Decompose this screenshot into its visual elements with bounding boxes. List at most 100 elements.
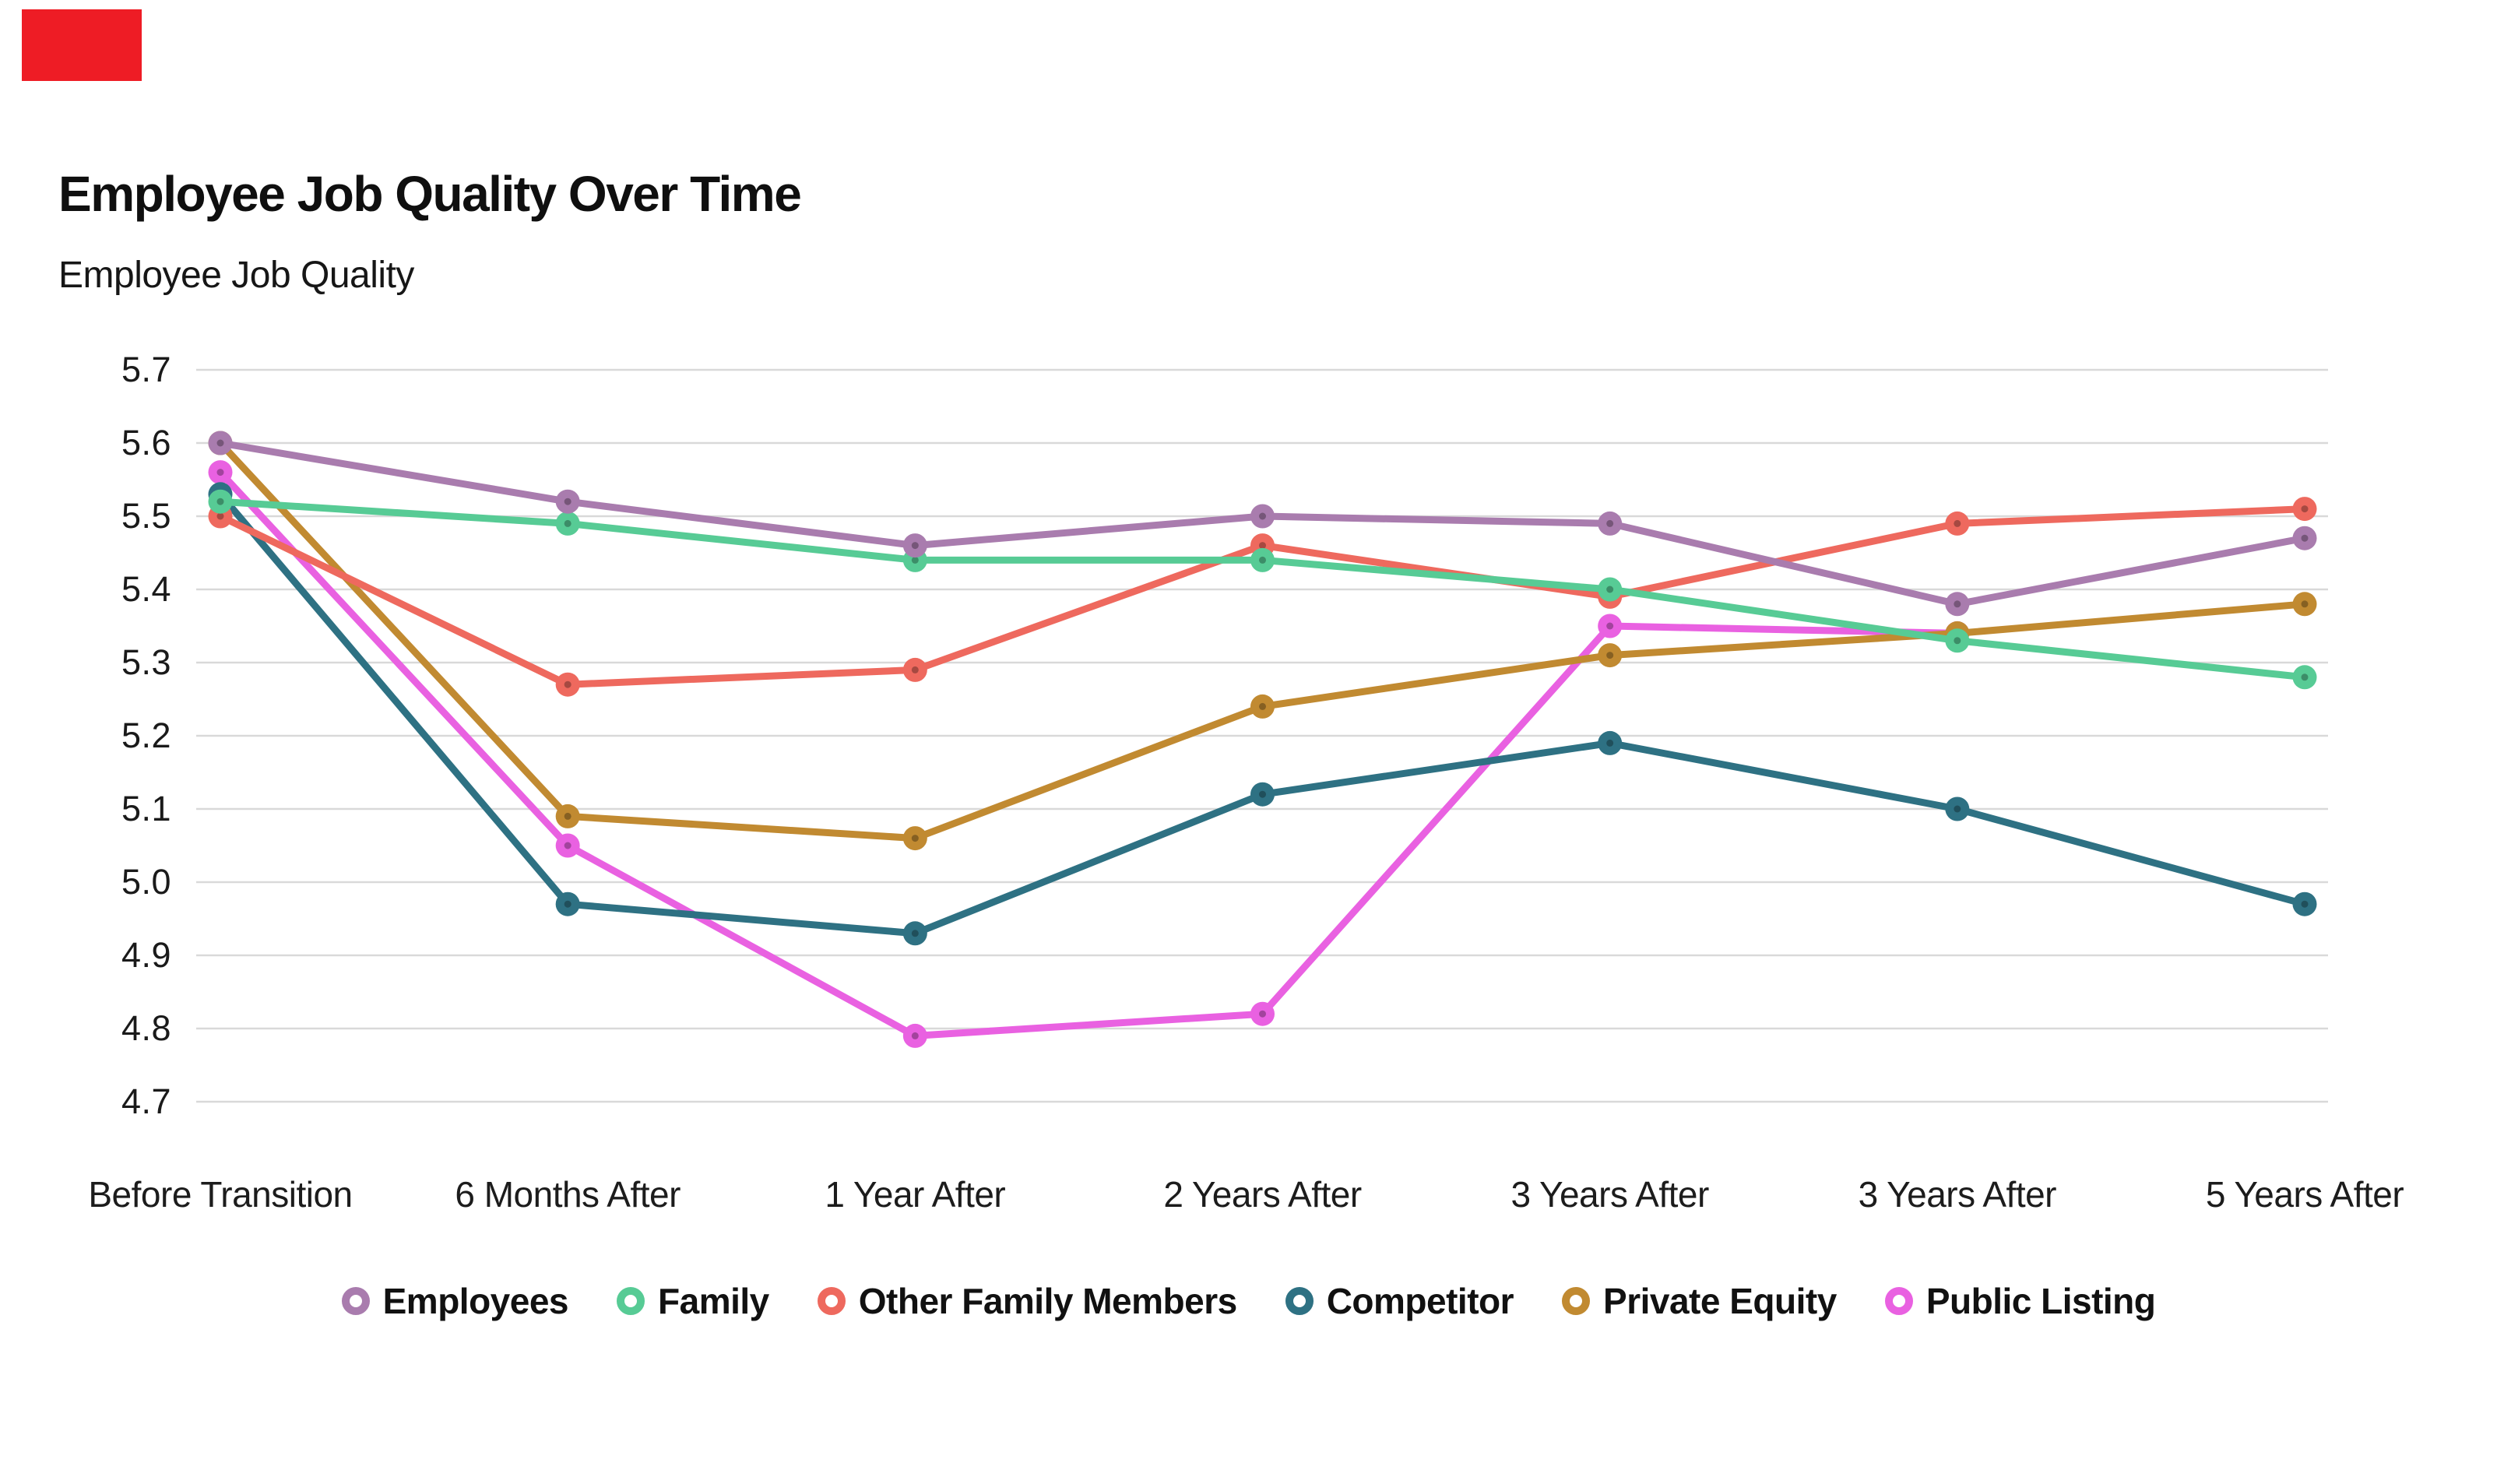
chart-legend: Employees Family Other Family Members Compe… xyxy=(0,1280,2497,1322)
data-point-center xyxy=(1259,1010,1266,1018)
data-point-center xyxy=(1954,600,1961,608)
data-point xyxy=(902,921,927,946)
y-tick-label: 5.3 xyxy=(121,642,171,682)
data-point xyxy=(2292,891,2317,916)
legend-dot-icon xyxy=(1285,1287,1314,1315)
legend-item-other-family-members: Other Family Members xyxy=(817,1280,1237,1322)
data-point xyxy=(1250,504,1275,529)
data-point-center xyxy=(1606,652,1614,659)
legend-item-private-equity: Private Equity xyxy=(1562,1280,1837,1322)
data-point xyxy=(1250,1001,1275,1026)
data-point xyxy=(1250,694,1275,719)
y-tick-label: 4.8 xyxy=(121,1008,171,1048)
data-point-center xyxy=(911,1032,919,1039)
data-point-center xyxy=(1259,790,1266,798)
data-point xyxy=(555,833,580,858)
data-point-center xyxy=(564,900,571,908)
y-tick-label: 5.0 xyxy=(121,862,171,902)
data-point-center xyxy=(911,542,919,550)
data-point xyxy=(1945,511,1970,536)
data-point-center xyxy=(216,439,224,447)
series-line-public-listing xyxy=(216,469,1961,1039)
data-point-center xyxy=(911,930,919,937)
data-point xyxy=(208,460,233,485)
legend-item-public-listing: Public Listing xyxy=(1884,1280,2156,1322)
legend-dot-icon xyxy=(1562,1287,1591,1315)
data-point-center xyxy=(216,469,224,476)
data-point xyxy=(1598,577,1623,602)
data-point-center xyxy=(1954,805,1961,813)
x-tick-label: 3 Years After xyxy=(1511,1174,1709,1215)
data-point xyxy=(555,489,580,514)
legend-dot-icon xyxy=(341,1287,370,1315)
data-point-center xyxy=(911,835,919,842)
x-tick-label: 6 Months After xyxy=(455,1174,681,1215)
data-point xyxy=(2292,592,2317,617)
legend-item-employees: Employees xyxy=(341,1280,569,1322)
data-point-center xyxy=(1954,519,1961,527)
legend-item-competitor: Competitor xyxy=(1285,1280,1514,1322)
data-point-center xyxy=(564,498,571,505)
x-tick-label: 5 Years After xyxy=(2205,1174,2404,1215)
data-point-center xyxy=(216,498,224,505)
data-point-center xyxy=(1259,556,1266,564)
data-point-center xyxy=(1259,512,1266,520)
data-point-center xyxy=(911,556,919,564)
data-point-center xyxy=(564,812,571,820)
y-tick-label: 5.4 xyxy=(121,569,171,609)
y-tick-label: 5.6 xyxy=(121,423,171,462)
data-point xyxy=(902,1023,927,1048)
chart-subtitle: Employee Job Quality xyxy=(58,255,414,296)
data-point xyxy=(208,489,233,514)
data-point xyxy=(1598,730,1623,755)
legend-dot-icon xyxy=(617,1287,645,1315)
x-tick-label: 3 Years After xyxy=(1858,1174,2057,1215)
data-point xyxy=(902,657,927,682)
data-point xyxy=(1598,643,1623,668)
data-point xyxy=(2292,526,2317,550)
data-point xyxy=(902,826,927,851)
data-point-center xyxy=(1259,542,1266,550)
legend-dot-icon xyxy=(817,1287,846,1315)
data-point xyxy=(902,533,927,558)
data-point xyxy=(1250,547,1275,572)
data-point-center xyxy=(1259,702,1266,710)
y-tick-label: 5.1 xyxy=(121,789,171,828)
data-point xyxy=(555,511,580,536)
data-point-center xyxy=(1606,622,1614,630)
data-point xyxy=(1945,628,1970,653)
legend-item-family: Family xyxy=(617,1280,769,1322)
y-tick-label: 4.9 xyxy=(121,935,171,975)
y-tick-label: 5.7 xyxy=(121,350,171,389)
data-point-center xyxy=(1606,519,1614,527)
y-tick-label: 5.5 xyxy=(121,496,171,536)
x-tick-label: 1 Year After xyxy=(825,1174,1006,1215)
data-point-center xyxy=(1606,739,1614,747)
data-point-center xyxy=(2301,900,2309,908)
data-point xyxy=(555,672,580,697)
data-point xyxy=(1598,511,1623,536)
data-point xyxy=(1945,797,1970,821)
data-point xyxy=(555,891,580,916)
data-point-center xyxy=(911,666,919,673)
red-marker-block xyxy=(22,9,142,81)
data-point-center xyxy=(564,519,571,527)
series-line-private-equity xyxy=(216,439,2309,842)
legend-dot-icon xyxy=(1884,1287,1913,1315)
chart-title: Employee Job Quality Over Time xyxy=(58,166,802,222)
y-tick-label: 4.7 xyxy=(121,1081,171,1121)
data-point xyxy=(1598,614,1623,638)
data-point xyxy=(208,431,233,455)
data-point-center xyxy=(1954,637,1961,645)
data-point xyxy=(555,804,580,828)
data-point-center xyxy=(1606,586,1614,593)
legend-label: Other Family Members xyxy=(858,1281,1237,1321)
data-point-center xyxy=(564,842,571,849)
legend-label: Public Listing xyxy=(1926,1281,2156,1321)
y-tick-label: 5.2 xyxy=(121,716,171,755)
data-point-center xyxy=(216,512,224,520)
data-point xyxy=(2292,497,2317,522)
legend-label: Family xyxy=(658,1281,769,1321)
